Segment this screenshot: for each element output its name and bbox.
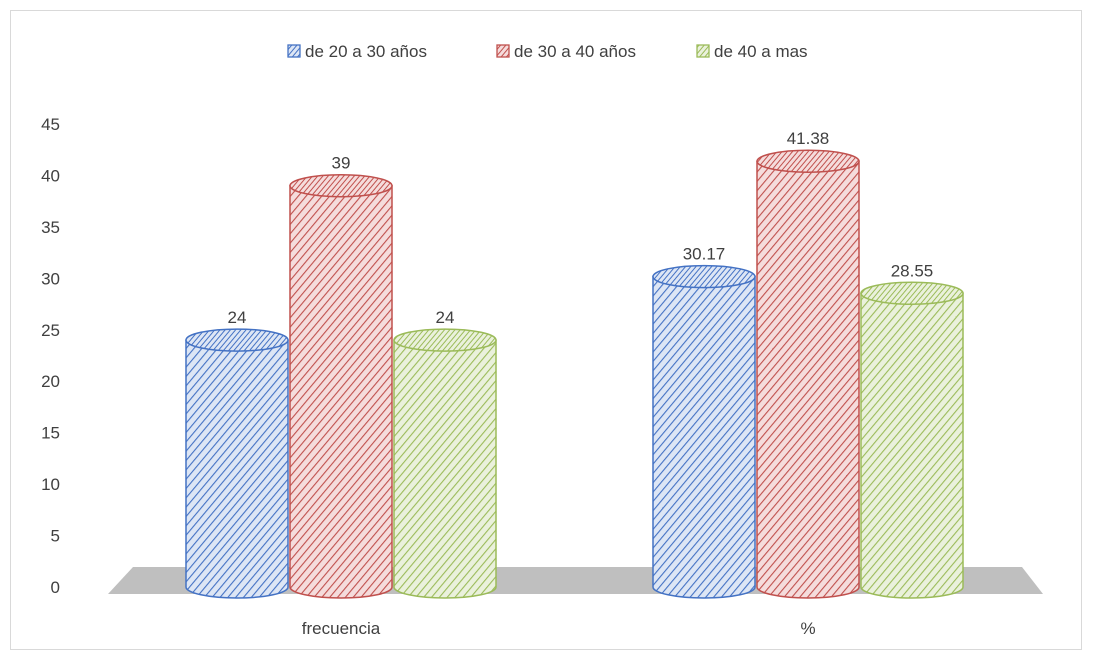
data-label: 39 [332,154,351,173]
data-label: 24 [228,308,247,327]
y-tick-label: 0 [51,578,60,597]
bar-cylinder [860,281,964,599]
legend-label: de 40 a mas [714,42,808,61]
legend-swatch [696,44,710,58]
bar-body [393,339,497,599]
y-tick-label: 30 [41,269,60,288]
bar-top [756,149,860,173]
bar-body [185,339,289,599]
bar-cylinder [185,328,289,599]
bar-cylinder [289,173,393,599]
x-category-label: frecuencia [302,619,381,638]
y-tick-label: 15 [41,424,60,443]
y-tick-label: 10 [41,475,60,494]
bar-top [652,264,756,289]
bar-cylinder [756,149,860,599]
y-tick-label: 45 [41,115,60,134]
data-label: 28.55 [891,261,934,280]
y-tick-label: 5 [51,527,60,546]
legend-swatch [496,44,510,58]
y-tick-label: 25 [41,321,60,340]
bar-body [756,160,860,599]
legend-item: de 30 a 40 años [496,42,636,61]
x-category-label: % [800,619,815,638]
bar-top [393,328,497,352]
legend-label: de 20 a 30 años [305,42,427,61]
legend-item: de 40 a mas [696,42,808,61]
bar-body [860,292,964,599]
data-label: 24 [436,308,455,327]
bar-cylinder [652,264,756,599]
bar-top [289,173,393,198]
legend-swatch [287,44,301,58]
y-tick-label: 40 [41,166,60,185]
bar-top [185,328,289,352]
data-label: 30.17 [683,245,726,264]
y-tick-label: 35 [41,218,60,237]
legend-item: de 20 a 30 años [287,42,427,61]
data-label: 41.38 [787,129,830,148]
bar-cylinder [393,328,497,599]
bar-body [289,184,393,599]
legend-label: de 30 a 40 años [514,42,636,61]
bar-body [652,275,756,599]
y-tick-label: 20 [41,372,60,391]
bar-top [860,281,964,306]
